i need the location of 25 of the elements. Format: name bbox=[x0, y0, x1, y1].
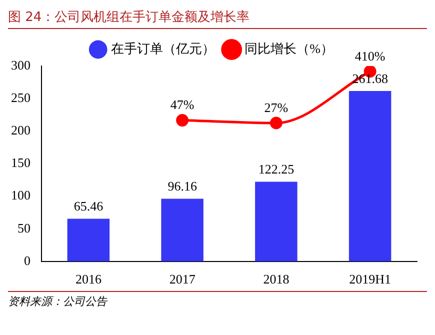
bar bbox=[67, 218, 110, 262]
y-tick-label: 0 bbox=[24, 252, 30, 268]
bar bbox=[161, 198, 204, 262]
data-label: 122.25 bbox=[258, 162, 294, 177]
chart-title: 图 24：公司风机组在手订单金额及增长率 bbox=[8, 8, 427, 29]
y-tick-label: 150 bbox=[11, 155, 30, 170]
data-label: 65.46 bbox=[74, 198, 104, 214]
data-label: 47% bbox=[170, 97, 194, 112]
text: 资料来源：公司公告 bbox=[8, 291, 427, 309]
x-tick-label: 2018 bbox=[263, 272, 290, 287]
y-tick-label: 100 bbox=[11, 188, 30, 203]
y-tick-label: 300 bbox=[11, 57, 30, 72]
y-tick-label: 200 bbox=[11, 122, 30, 138]
bar bbox=[255, 182, 298, 262]
data-label: 410% bbox=[354, 48, 386, 64]
x-tick-label: 2017 bbox=[169, 272, 196, 287]
legend-label: 同比增长（%） bbox=[244, 40, 334, 56]
data-label: 96.16 bbox=[168, 178, 198, 194]
y-tick-label: 250 bbox=[11, 90, 30, 105]
bar bbox=[348, 90, 392, 262]
legend-label: 在手订单（亿元） bbox=[111, 40, 216, 56]
x-tick-label: 2019H1 bbox=[349, 272, 392, 287]
x-tick-label: 2016 bbox=[75, 272, 102, 287]
data-label: 27% bbox=[264, 100, 288, 115]
y-tick-label: 50 bbox=[18, 220, 30, 236]
